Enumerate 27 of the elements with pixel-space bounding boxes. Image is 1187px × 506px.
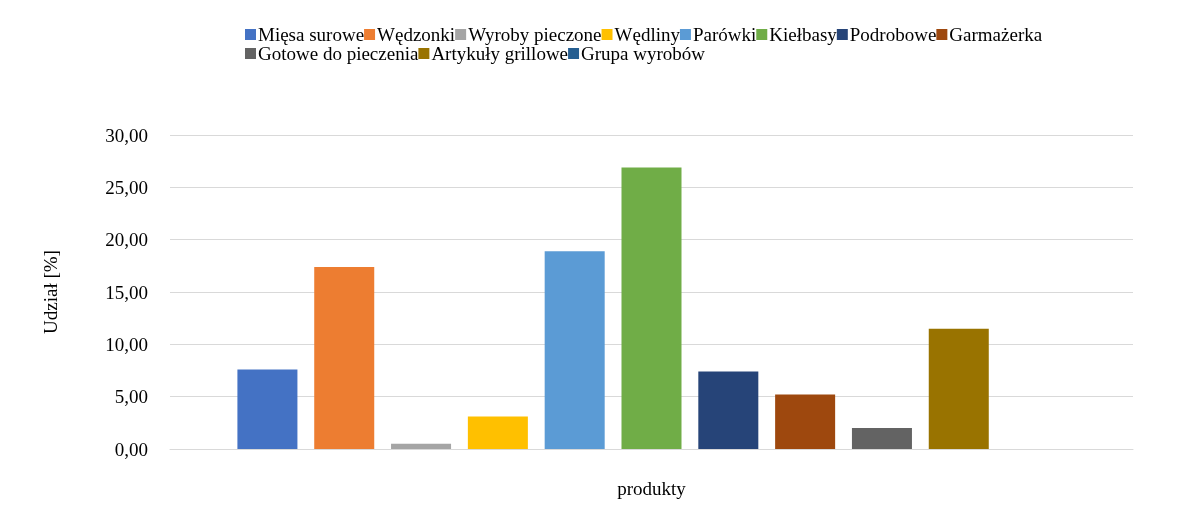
- bar: [621, 167, 682, 449]
- bar: [851, 428, 912, 449]
- y-tick-label: 25,00: [105, 176, 148, 198]
- bar: [544, 251, 605, 449]
- y-tick-label: 10,00: [105, 333, 148, 355]
- legend-label: Wędliny: [614, 24, 681, 45]
- bar: [775, 394, 836, 449]
- legend-label: Parówki: [692, 24, 757, 45]
- bar: [237, 369, 298, 449]
- legend-label: Kiełbasy: [769, 24, 838, 45]
- x-axis-title: produkty: [617, 478, 687, 499]
- bar: [391, 443, 452, 449]
- y-tick-label: 0,00: [114, 438, 148, 460]
- y-tick-label: 20,00: [105, 229, 148, 251]
- legend-label: Mięsa surowe: [258, 24, 365, 45]
- bar: [314, 266, 375, 449]
- legend-label: Garmażerka: [949, 24, 1043, 45]
- y-axis-title: Udział [%]: [40, 250, 61, 334]
- bar: [698, 371, 759, 449]
- legend-label: Wędzonki: [377, 24, 456, 45]
- legend-label: Podrobowe: [849, 24, 937, 45]
- y-tick-label: 30,00: [105, 124, 148, 146]
- y-tick-label: 5,00: [114, 386, 148, 408]
- y-tick-label: 15,00: [105, 281, 148, 303]
- legend-label: Wyroby pieczone: [468, 24, 602, 45]
- bar: [928, 328, 989, 449]
- bar: [467, 416, 528, 449]
